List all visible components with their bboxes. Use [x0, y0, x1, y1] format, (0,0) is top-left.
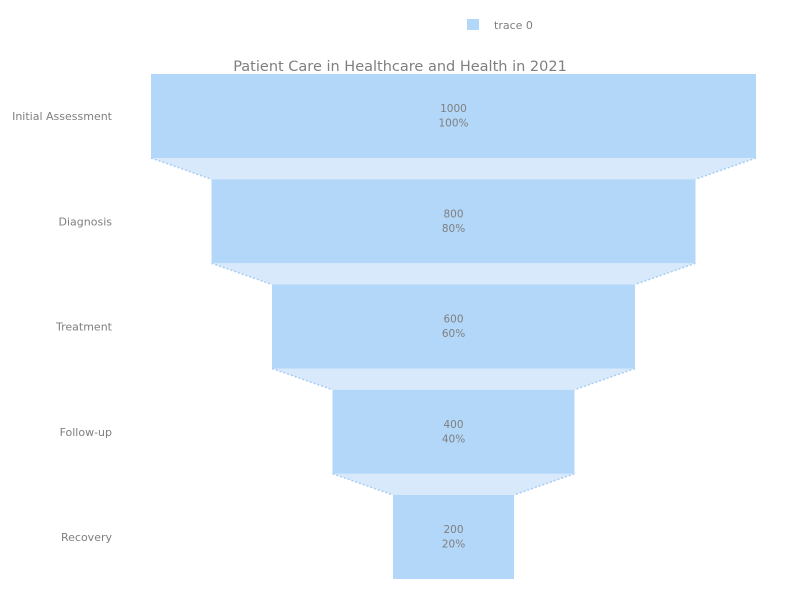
legend[interactable]: trace 0 — [467, 19, 533, 32]
stage-label-initial-assessment: Initial Assessment — [12, 110, 113, 123]
connector-edge-left-diagnosis — [211, 262, 273, 286]
connector-edge-left-follow-up — [332, 473, 394, 496]
connector-edge-right-diagnosis — [634, 262, 696, 286]
value-label-treatment: 600 — [443, 314, 463, 326]
legend-swatch-trace-0[interactable] — [467, 19, 479, 30]
percent-label-follow-up: 40% — [442, 433, 465, 445]
connector-diagnosis-to-treatment — [211, 263, 696, 285]
funnel-connectors — [150, 157, 757, 496]
connector-follow-up-to-recovery — [332, 473, 575, 495]
connector-edge-left-treatment — [271, 367, 333, 391]
funnel-bar-initial-assessment[interactable] — [151, 74, 756, 158]
value-label-diagnosis: 800 — [443, 208, 463, 220]
funnel-bars — [151, 74, 756, 579]
funnel-bar-treatment[interactable] — [272, 284, 635, 369]
connector-treatment-to-follow-up — [272, 368, 635, 390]
value-label-initial-assessment: 1000 — [440, 103, 467, 115]
connector-edge-right-follow-up — [513, 473, 575, 496]
stage-label-follow-up: Follow-up — [60, 426, 112, 439]
chart-title: Patient Care in Healthcare and Health in… — [233, 59, 567, 75]
funnel-bar-diagnosis[interactable] — [211, 179, 696, 264]
value-label-recovery: 200 — [443, 524, 463, 536]
percent-label-treatment: 60% — [442, 328, 465, 340]
funnel-bar-follow-up[interactable] — [332, 389, 575, 474]
value-labels: 1000 100% 800 80% 600 60% 400 40% 200 20% — [438, 103, 468, 551]
stage-label-treatment: Treatment — [55, 321, 113, 334]
connector-initial-assessment-to-diagnosis — [151, 158, 756, 180]
stage-labels: Initial Assessment Diagnosis Treatment Foll… — [12, 110, 113, 544]
percent-label-recovery: 20% — [442, 539, 465, 551]
percent-label-diagnosis: 80% — [442, 223, 465, 235]
percent-label-initial-assessment: 100% — [438, 118, 468, 130]
legend-label-trace-0[interactable]: trace 0 — [494, 19, 533, 32]
connector-edge-right-treatment — [574, 367, 636, 391]
connector-edge-left-initial-assessment — [150, 157, 212, 180]
value-label-follow-up: 400 — [443, 419, 463, 431]
connector-edge-right-initial-assessment — [695, 157, 757, 180]
stage-label-recovery: Recovery — [61, 531, 112, 544]
stage-label-diagnosis: Diagnosis — [59, 215, 113, 228]
funnel-bar-recovery[interactable] — [393, 495, 514, 579]
